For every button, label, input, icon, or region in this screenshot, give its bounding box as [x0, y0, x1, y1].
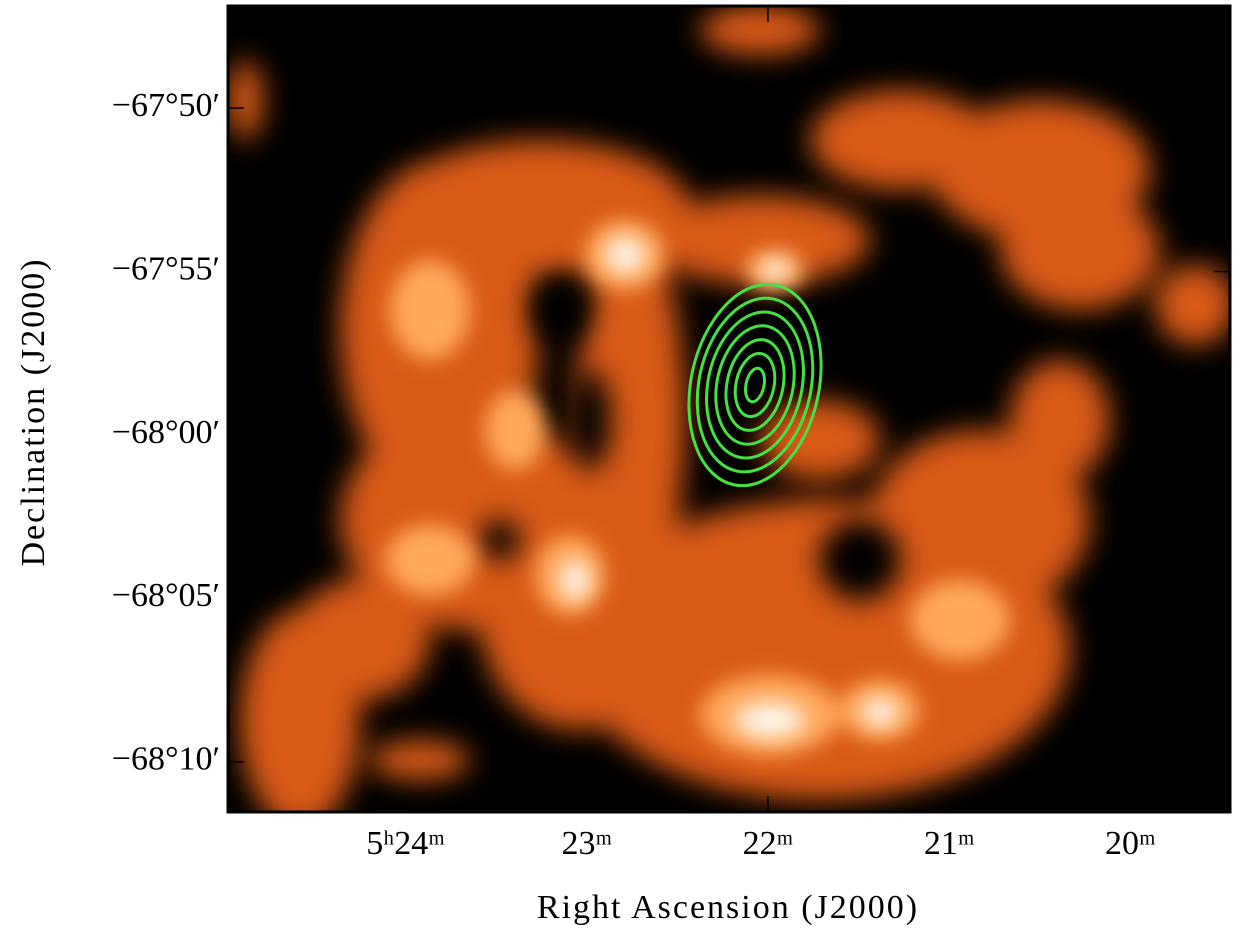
y-tick-label: −68°00′: [112, 414, 220, 451]
x-tick-label: 5ʰ24ᵐ: [366, 825, 445, 862]
x-tick-label: 21ᵐ: [924, 825, 975, 862]
x-axis-title: Right Ascension (J2000): [537, 889, 919, 926]
contours: [687, 282, 823, 488]
y-tick-label: −67°50′: [112, 87, 220, 124]
x-tick-label: 23ᵐ: [561, 825, 612, 862]
y-axis-title: Declination (J2000): [15, 258, 52, 567]
x-tick-label: 20ᵐ: [1105, 825, 1156, 862]
intensity-map: [228, 6, 1230, 812]
y-tick-label: −68°05′: [112, 577, 220, 614]
y-tick-label: −68°10′: [112, 741, 220, 778]
y-tick-label: −67°55′: [112, 250, 220, 287]
x-tick-label: 22ᵐ: [743, 825, 794, 862]
frame: [226, 4, 1232, 814]
